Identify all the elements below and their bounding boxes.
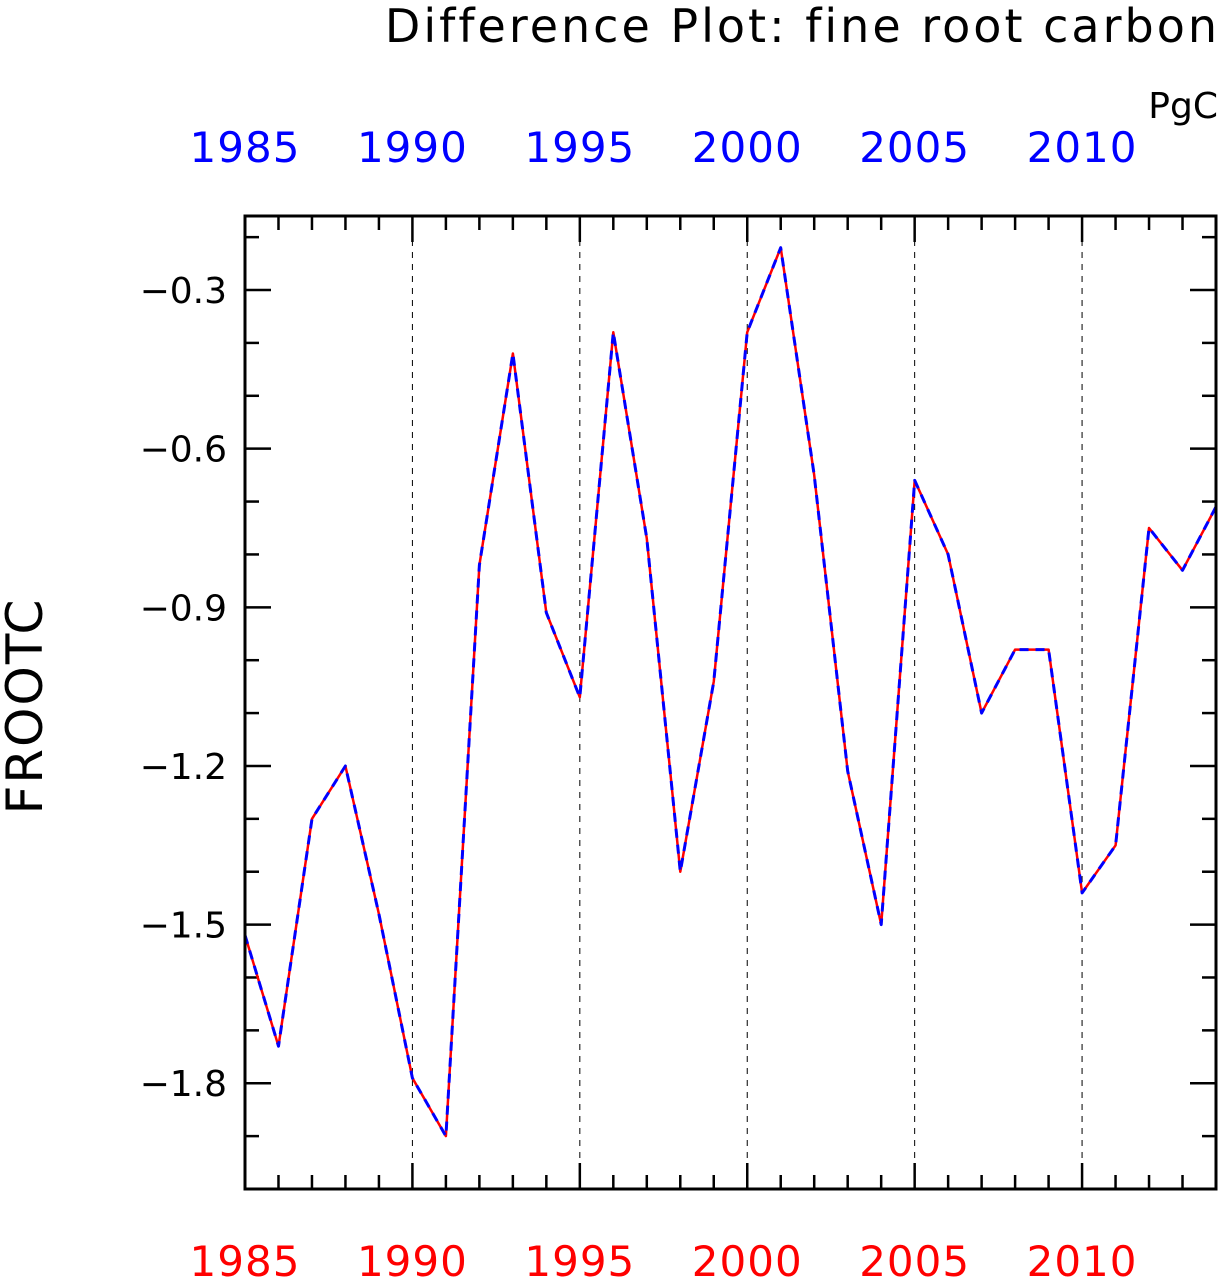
x-tick-label-bottom: 1985 [190,1237,301,1280]
y-tick-labels: −0.3 −0.6 −0.9 −1.2 −1.5 −1.8 [140,271,227,1105]
x-tick-label-bottom: 2005 [859,1237,970,1280]
y-tick-label: −1.2 [140,747,227,788]
y-axis-label: FROOTC [0,598,54,815]
x-tick-label-bottom: 2010 [1027,1237,1138,1280]
x-tick-label-top: 2010 [1027,123,1138,172]
y-tick-label: −0.6 [140,430,227,471]
x-tick-label-top: 2000 [692,123,803,172]
series-line-0 [243,246,1218,1138]
x-tick-label-top: 1990 [357,123,468,172]
x-tick-labels-top: 1985 1990 1995 2000 2005 2010 [190,123,1138,172]
x-tick-labels-bottom: 1985 1990 1995 2000 2005 2010 [190,1237,1138,1280]
minor-ticks [243,216,1218,1189]
y-tick-label: −1.8 [140,1064,227,1105]
x-tick-label-bottom: 2000 [692,1237,803,1280]
y-tick-label: −0.9 [140,588,227,629]
x-tick-label-top: 1995 [524,123,635,172]
x-tick-label-top: 1985 [190,123,301,172]
chart-title: Difference Plot: fine root carbon [385,0,1220,53]
series-line-1 [243,246,1218,1138]
y-tick-label: −0.3 [140,271,227,312]
x-tick-label-bottom: 1990 [357,1237,468,1280]
data-lines [243,246,1218,1138]
units-label: PgC [1148,86,1218,127]
plot-frame [243,214,1218,1191]
y-tick-label: −1.5 [140,906,227,947]
x-tick-label-bottom: 1995 [524,1237,635,1280]
x-tick-label-top: 2005 [859,123,970,172]
